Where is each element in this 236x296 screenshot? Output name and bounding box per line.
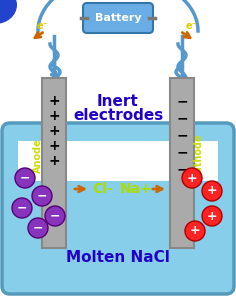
Text: +: + [48, 139, 60, 153]
Text: e⁻: e⁻ [36, 21, 48, 31]
Text: +: + [48, 94, 60, 108]
Text: −: − [50, 210, 60, 223]
Circle shape [32, 186, 52, 206]
Text: +: + [48, 124, 60, 138]
Text: electrodes: electrodes [73, 107, 163, 123]
Text: +: + [187, 171, 197, 184]
Text: Battery: Battery [95, 13, 141, 23]
Text: +: + [207, 210, 217, 223]
Text: −: − [176, 94, 188, 108]
Circle shape [12, 198, 32, 218]
Text: −: − [176, 145, 188, 159]
Circle shape [28, 218, 48, 238]
Text: −: − [176, 111, 188, 125]
Text: Na+: Na+ [120, 182, 153, 196]
Bar [42, 78, 66, 248]
Text: −: − [33, 221, 43, 234]
Text: −: − [37, 189, 47, 202]
Text: −: − [17, 202, 27, 215]
Text: +: + [190, 224, 200, 237]
Circle shape [45, 206, 65, 226]
Text: −: − [20, 171, 30, 184]
Text: Inert: Inert [97, 94, 139, 109]
Text: −: − [176, 162, 188, 176]
Text: Anode: Anode [33, 139, 43, 173]
Text: −: − [176, 128, 188, 142]
Circle shape [185, 221, 205, 241]
Ellipse shape [0, 0, 17, 24]
FancyBboxPatch shape [2, 123, 234, 294]
Bar [18, 141, 218, 181]
Text: Molten NaCl: Molten NaCl [66, 250, 170, 266]
Text: Cathode: Cathode [194, 133, 204, 179]
Text: e⁻: e⁻ [186, 21, 198, 31]
Text: +: + [207, 184, 217, 197]
Text: +: + [48, 109, 60, 123]
Circle shape [202, 181, 222, 201]
Circle shape [202, 206, 222, 226]
FancyBboxPatch shape [83, 3, 153, 33]
Circle shape [15, 168, 35, 188]
Text: Cl-: Cl- [92, 182, 113, 196]
Bar [170, 78, 194, 248]
Circle shape [182, 168, 202, 188]
Text: +: + [48, 154, 60, 168]
